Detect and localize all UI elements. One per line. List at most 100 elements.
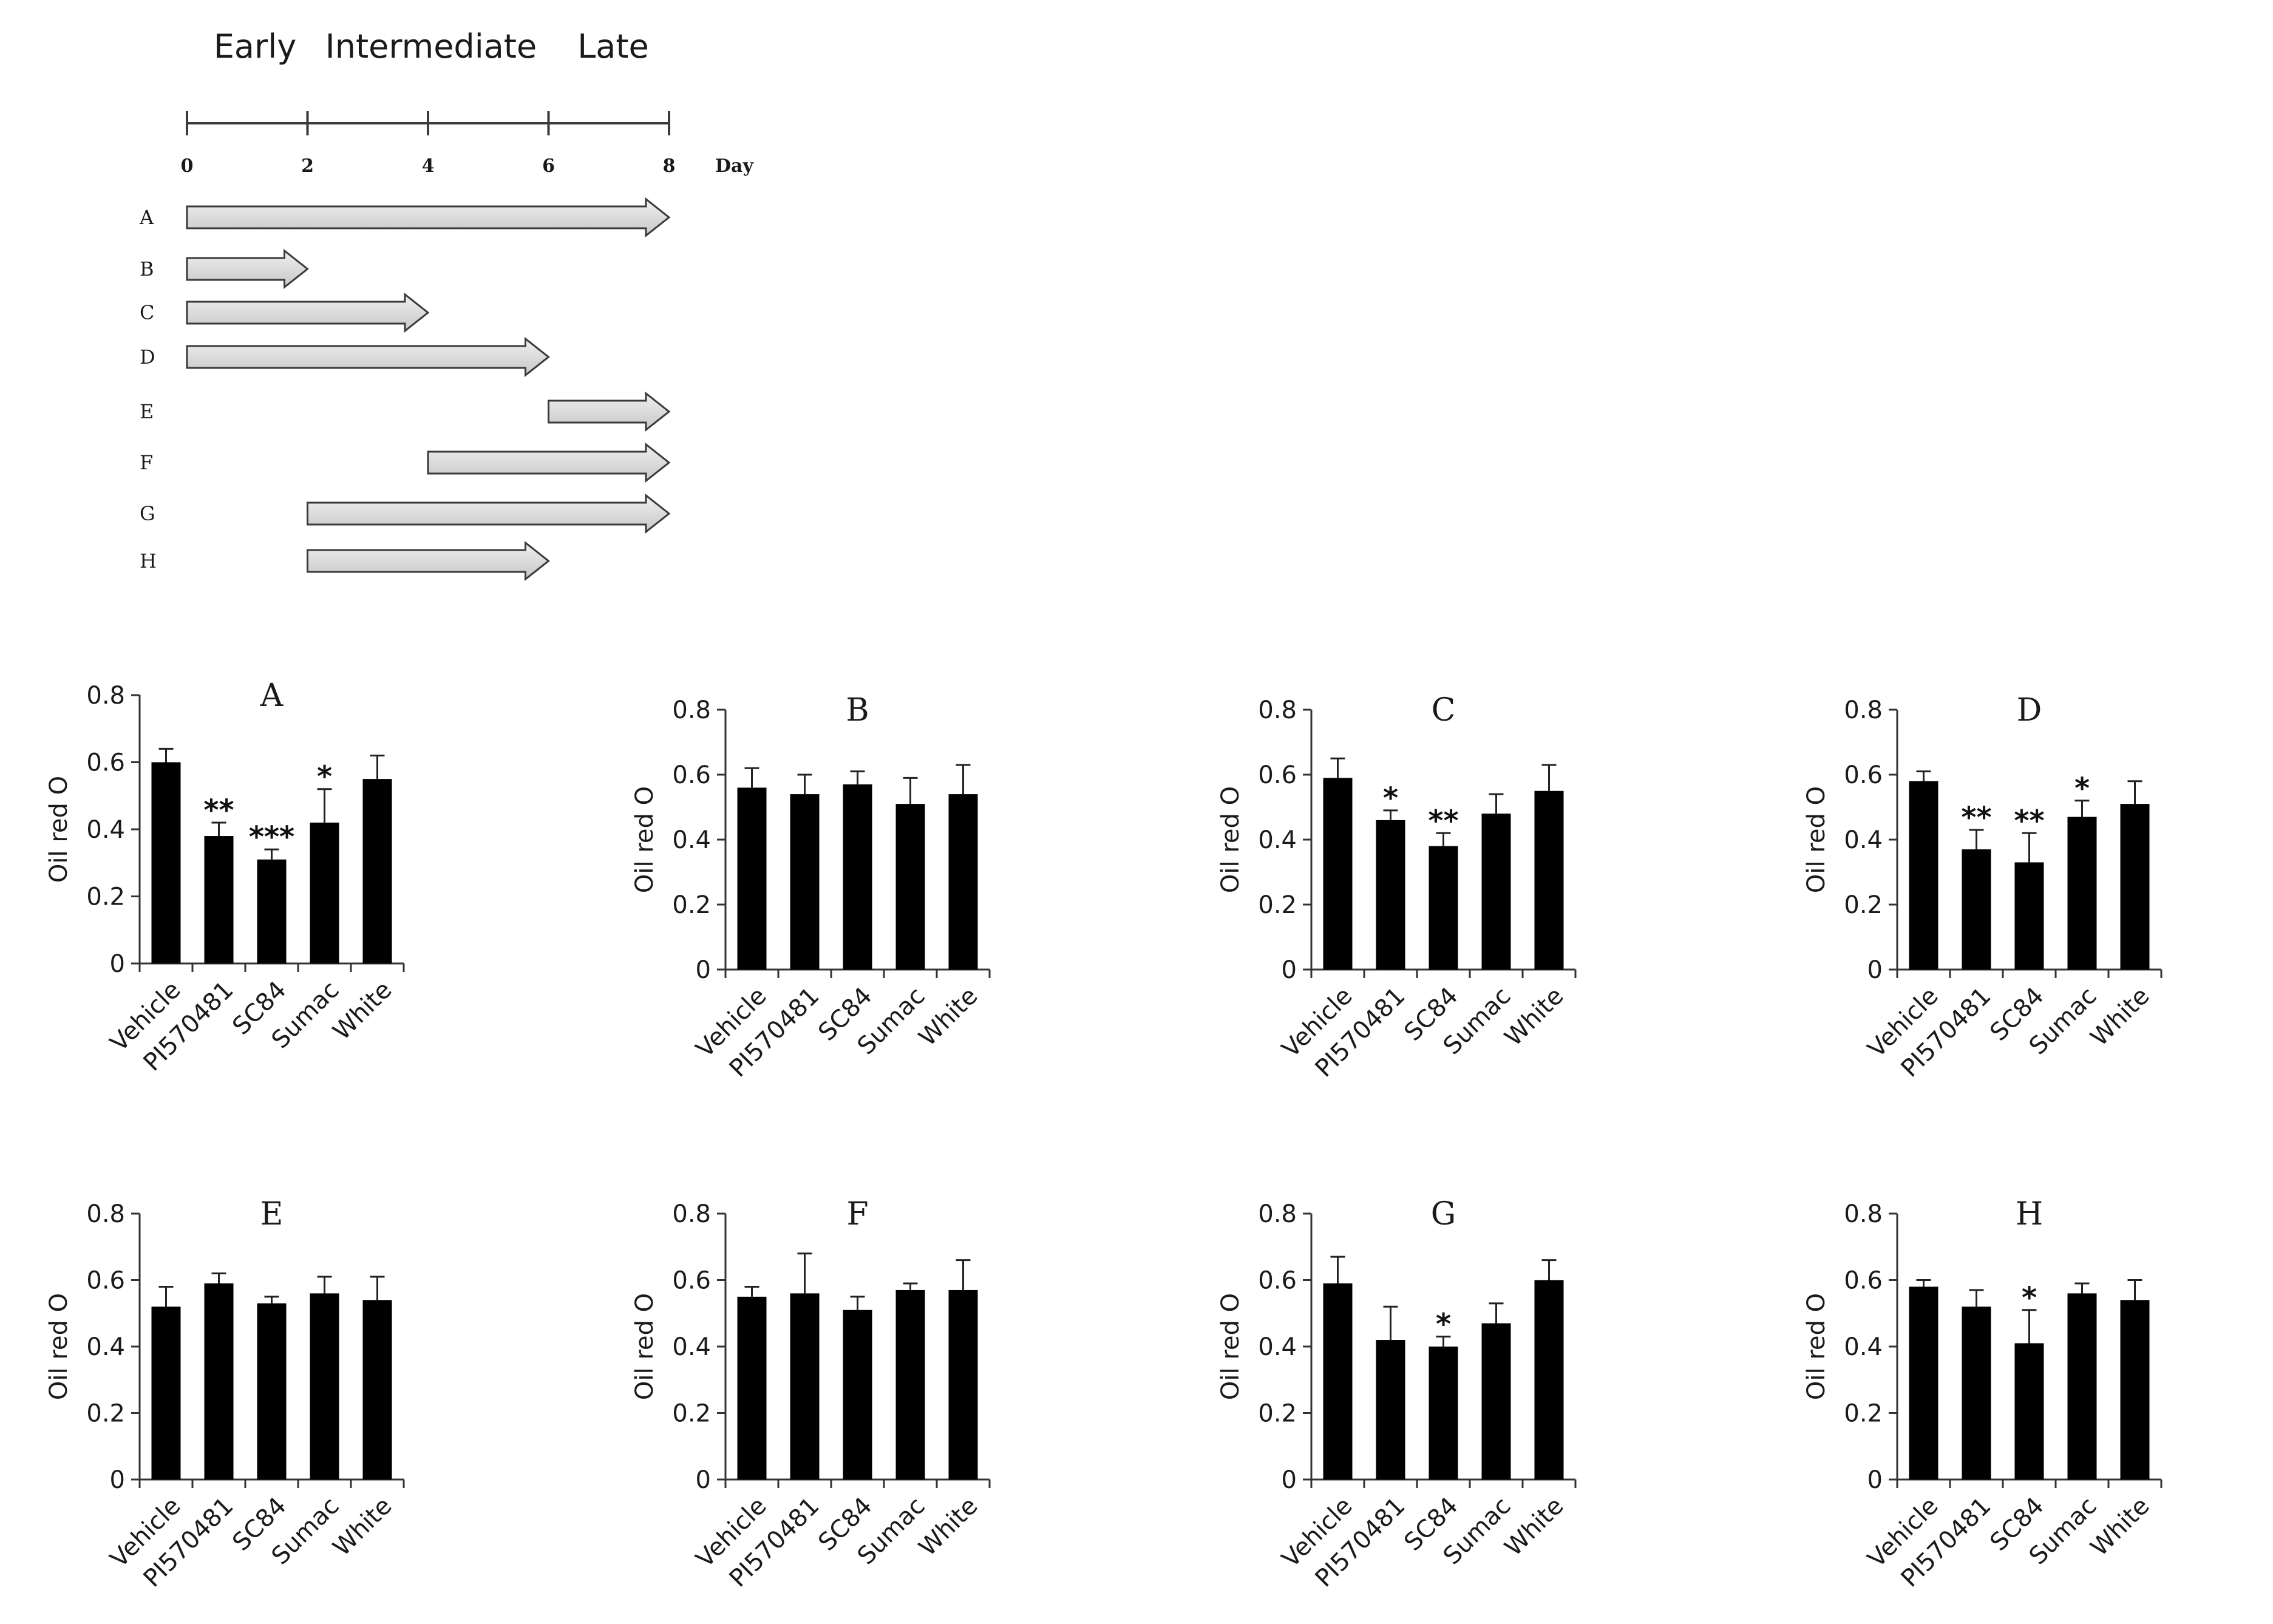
y-tick-label: 0.8 (1258, 696, 1297, 724)
significance-marker: * (2022, 1281, 2037, 1315)
significance-marker: ** (1428, 804, 1458, 838)
bar-Vehicle (737, 1296, 767, 1480)
panel-title: F (846, 1196, 868, 1232)
y-tick-label: 0 (1282, 1466, 1297, 1494)
y-tick-label: 0.6 (1844, 1267, 1883, 1295)
treatment-row-label: B (140, 257, 154, 280)
bar-White (948, 1289, 978, 1480)
timeline-rows: A BCD E F G H (139, 197, 671, 582)
bar-Sumac (310, 822, 339, 963)
y-tick-label: 0.2 (672, 1400, 711, 1428)
bar-PI570481 (204, 1283, 234, 1480)
panel-title: D (2017, 692, 2042, 729)
y-tick-label: 0.4 (672, 1333, 711, 1361)
y-tick-label: 0.2 (1844, 891, 1883, 919)
bar-SC84 (2014, 862, 2044, 970)
timeline-day-tick: 2 (301, 155, 314, 177)
timeline-day-tick: 4 (422, 155, 435, 177)
y-axis-label: Oil red O (1802, 1293, 1830, 1400)
bar-PI570481 (790, 1293, 820, 1480)
treatment-arrow-E (548, 391, 671, 432)
bar-Vehicle (151, 762, 181, 963)
treatment-arrow-H (307, 540, 550, 582)
bar-Sumac (2067, 817, 2097, 970)
y-axis-label: Oil red O (45, 1293, 73, 1400)
y-tick-label: 0.8 (1844, 1200, 1883, 1228)
y-tick-label: 0 (696, 1466, 711, 1494)
y-tick-label: 0 (1867, 956, 1883, 984)
x-category-label: White (2085, 982, 2155, 1052)
x-category-label: White (2085, 1492, 2155, 1562)
panel-title: G (1431, 1196, 1456, 1232)
bar-SC84 (257, 1303, 287, 1480)
bar-Sumac (2067, 1293, 2097, 1480)
timeline-day-tick: 0 (181, 155, 194, 177)
y-tick-label: 0.4 (1258, 826, 1297, 854)
panel-title: E (260, 1196, 284, 1232)
y-tick-label: 0.4 (86, 1333, 125, 1361)
y-tick-label: 0.6 (1844, 761, 1883, 789)
bar-White (2120, 804, 2150, 970)
timeline-day-tick: 8 (663, 155, 676, 177)
panel-title: C (1432, 692, 1456, 729)
bar-Vehicle (1323, 778, 1353, 970)
bar-SC84 (2014, 1343, 2044, 1480)
bar-Sumac (310, 1293, 339, 1480)
treatment-row-label: G (140, 502, 155, 525)
x-category-label: White (914, 982, 984, 1052)
treatment-row-label: D (140, 345, 155, 369)
y-axis-label: Oil red O (1217, 786, 1245, 893)
y-tick-label: 0.6 (672, 761, 711, 789)
y-tick-label: 0.8 (1844, 696, 1883, 724)
panel-title: B (846, 692, 869, 729)
bar-SC84 (257, 859, 287, 963)
y-tick-label: 0.2 (1844, 1400, 1883, 1428)
treatment-timeline: Early Intermediate Late Day 0 2 4 6 8 A BCD E F… (139, 27, 754, 582)
y-tick-label: 0.4 (1258, 1333, 1297, 1361)
treatment-row-label: C (140, 301, 154, 324)
y-tick-label: 0 (110, 1466, 125, 1494)
bar-White (948, 794, 978, 970)
bar-Vehicle (1909, 1286, 1938, 1480)
bar-SC84 (843, 1310, 872, 1480)
treatment-arrow-C (186, 292, 430, 333)
y-tick-label: 0.6 (672, 1267, 711, 1295)
significance-marker: * (317, 760, 332, 794)
y-tick-label: 0 (1867, 1466, 1883, 1494)
bar-Vehicle (737, 787, 767, 970)
y-tick-label: 0 (110, 950, 125, 978)
bar-Vehicle (151, 1306, 181, 1480)
significance-marker: ** (203, 793, 234, 827)
y-axis-label: Oil red O (1802, 786, 1830, 893)
bar-Vehicle (1323, 1283, 1353, 1480)
y-tick-label: 0.8 (672, 696, 711, 724)
significance-marker: ** (2014, 804, 2044, 838)
y-tick-label: 0.8 (672, 1200, 711, 1228)
treatment-arrow-D (186, 336, 550, 378)
bar-SC84 (1429, 846, 1458, 970)
y-tick-label: 0.8 (1258, 1200, 1297, 1228)
y-axis-label: Oil red O (45, 776, 73, 883)
bar-PI570481 (1376, 820, 1405, 970)
y-axis-label: Oil red O (1217, 1293, 1245, 1400)
phase-label-intermediate: Intermediate (325, 27, 537, 66)
y-axis-label: Oil red O (631, 1293, 659, 1400)
bar-SC84 (843, 784, 872, 970)
treatment-row-label: A (139, 206, 154, 229)
bar-PI570481 (1962, 1306, 1991, 1480)
significance-marker: ** (1961, 801, 1991, 835)
x-category-label: White (328, 1492, 398, 1562)
treatment-row-label: F (140, 451, 153, 474)
bar-PI570481 (1376, 1340, 1405, 1480)
x-category-label: White (1500, 1492, 1569, 1562)
treatment-arrow-F (427, 442, 671, 483)
significance-marker: * (1383, 781, 1398, 815)
bar-Sumac (895, 804, 925, 970)
treatment-row-label: H (140, 549, 157, 572)
y-tick-label: 0.2 (672, 891, 711, 919)
